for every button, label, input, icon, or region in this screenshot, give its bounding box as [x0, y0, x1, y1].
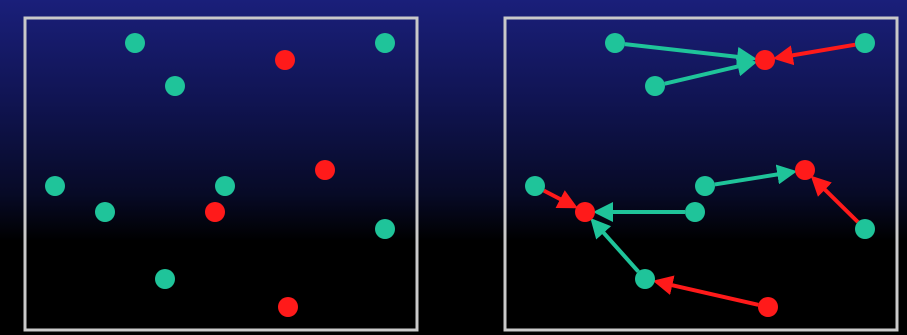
arrow-green-g-to-e: [714, 164, 798, 187]
right-node-red-e: [795, 160, 815, 180]
right-node-red-h: [575, 202, 595, 222]
right-node-green-c: [855, 33, 875, 53]
left-node-green-a: [125, 33, 145, 53]
arrow-red-c-to-b: [772, 42, 856, 66]
right-node-red-b: [755, 50, 775, 70]
arrow-red-f-to-h: [542, 188, 578, 209]
left-node-red-l: [278, 297, 298, 317]
left-node-green-c: [375, 33, 395, 53]
arrow-green-d-to-b: [664, 56, 758, 86]
left-node-red-b: [275, 50, 295, 70]
panel-right-edges: [542, 42, 860, 307]
panel-left-frame: [23, 16, 419, 332]
left-node-green-g: [45, 176, 65, 196]
left-node-green-f: [95, 202, 115, 222]
left-node-green-k: [155, 269, 175, 289]
arrow-green-a-to-b: [624, 42, 758, 67]
right-node-green-d: [645, 76, 665, 96]
right-node-green-i: [685, 202, 705, 222]
left-node-green-i: [215, 176, 235, 196]
panel-left-nodes: [45, 33, 395, 317]
left-node-red-h: [205, 202, 225, 222]
arrow-green-k-to-h: [590, 217, 640, 273]
left-node-green-d: [165, 76, 185, 96]
right-node-green-g: [695, 176, 715, 196]
right-node-red-l: [758, 297, 778, 317]
right-node-green-k: [635, 269, 655, 289]
right-node-green-j: [855, 219, 875, 239]
right-node-green-a: [605, 33, 625, 53]
left-node-green-j: [375, 219, 395, 239]
panel-right-nodes: [525, 33, 875, 317]
panel-right-frame: [503, 16, 899, 332]
right-node-green-f: [525, 176, 545, 196]
left-node-red-e: [315, 160, 335, 180]
arrow-red-j-to-e: [810, 175, 860, 224]
arrow-red-l-to-k: [652, 275, 759, 307]
